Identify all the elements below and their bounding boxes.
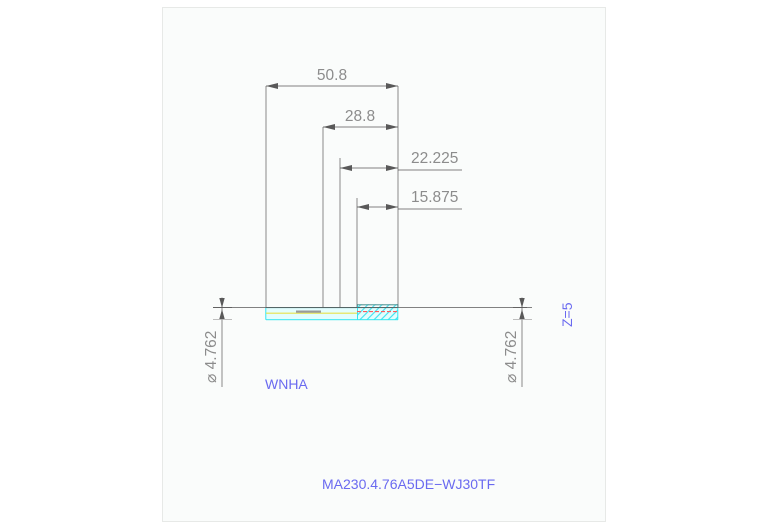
svg-text:15.875: 15.875: [411, 189, 458, 206]
svg-text:⌀ 4.762: ⌀ 4.762: [503, 331, 520, 383]
svg-text:28.8: 28.8: [345, 108, 375, 125]
svg-text:Z=5: Z=5: [559, 302, 575, 327]
svg-text:22.225: 22.225: [411, 150, 458, 167]
svg-text:⌀ 4.762: ⌀ 4.762: [203, 331, 220, 383]
svg-text:MA230.4.76A5DE−WJ30TF: MA230.4.76A5DE−WJ30TF: [322, 476, 495, 492]
svg-text:WNHA: WNHA: [265, 376, 308, 392]
svg-text:50.8: 50.8: [317, 67, 347, 84]
